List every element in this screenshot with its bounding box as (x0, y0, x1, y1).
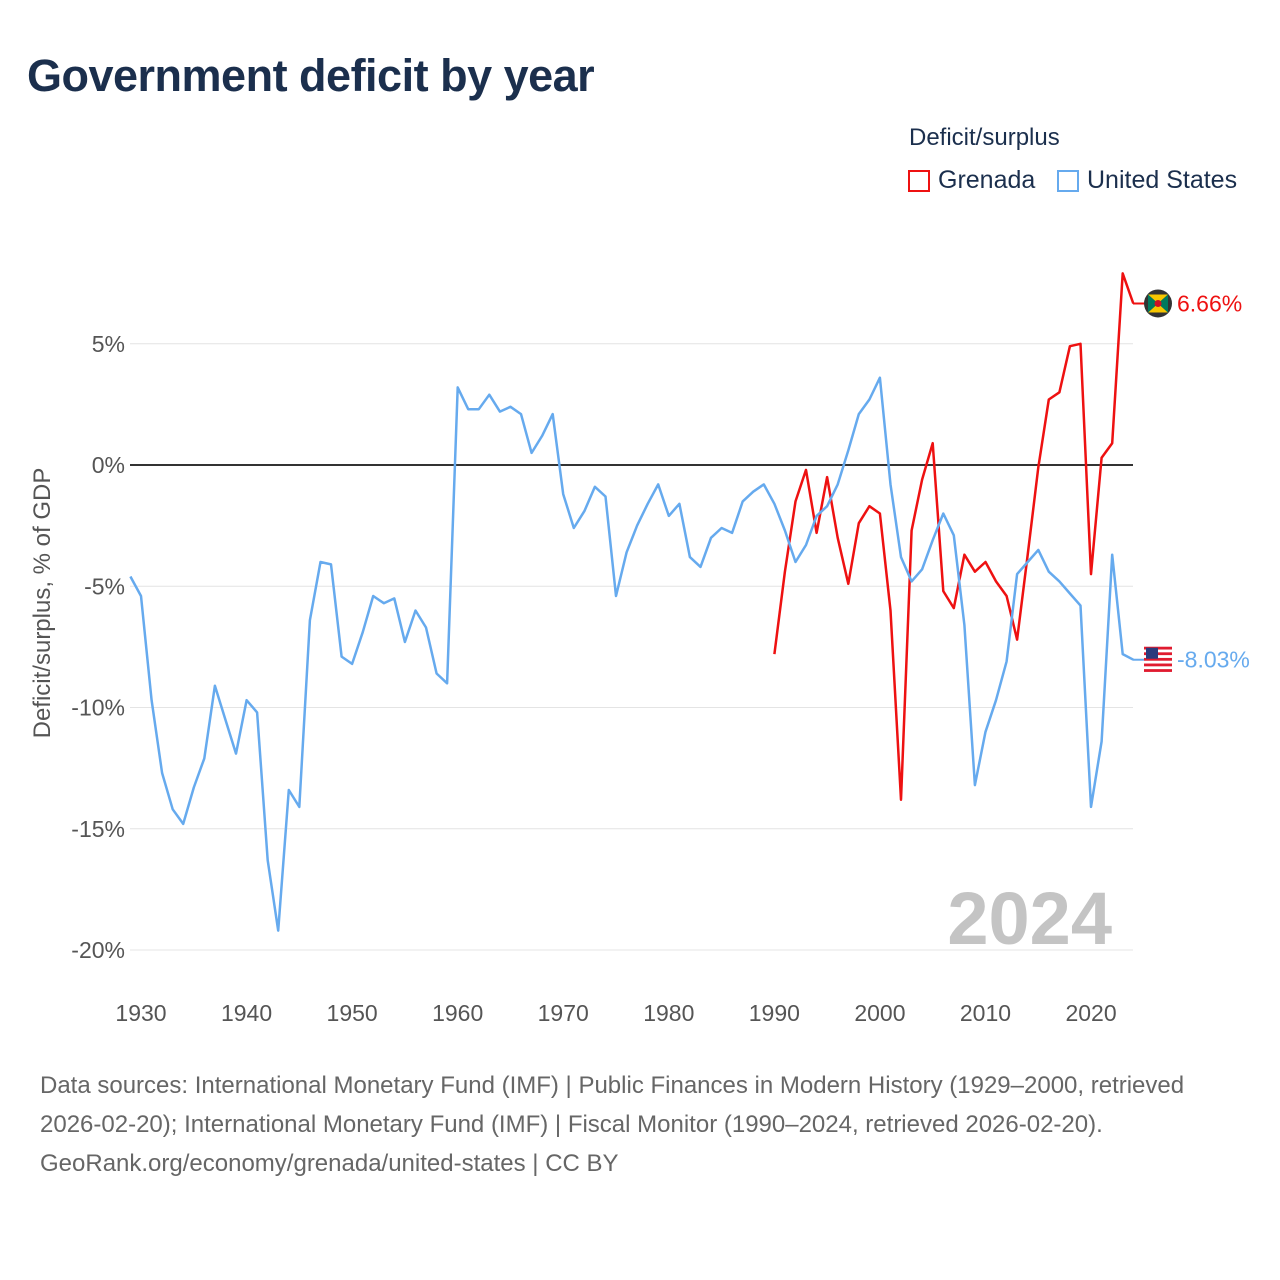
year-watermark: 2024 (947, 877, 1112, 960)
series-line-united-states (129, 376, 1134, 932)
y-axis-label: Deficit/surplus, % of GDP (29, 468, 56, 739)
flag-part (1148, 303, 1168, 313)
x-tick-label: 1970 (538, 1000, 589, 1026)
y-tick-label: -5% (84, 573, 125, 599)
series-line-grenada (773, 272, 1135, 801)
y-tick-label: 0% (92, 452, 125, 478)
legend-title: Deficit/surplus (909, 124, 1060, 151)
legend-item-united-states[interactable]: United States (1057, 166, 1237, 195)
legend-label: United States (1087, 166, 1238, 194)
y-tick-label: 5% (92, 331, 125, 357)
legend-swatch-grenada (908, 169, 930, 192)
flag-part (1158, 294, 1168, 313)
end-value-label-united-states: -8.03% (1177, 647, 1250, 673)
y-tick-label: -10% (71, 695, 125, 721)
x-tick-label: 2020 (1065, 1000, 1116, 1026)
x-tick-label: 1950 (327, 1000, 378, 1026)
x-tick-label: 2000 (854, 1000, 905, 1026)
footer: Data sources: International Monetary Fun… (40, 1066, 1240, 1183)
x-tick-label: 1930 (115, 1000, 166, 1026)
y-tick-label: -20% (71, 937, 125, 963)
legend-label: Grenada (938, 166, 1036, 194)
flag-part (1148, 294, 1168, 304)
flag-part (1154, 299, 1162, 307)
x-tick-label: 1960 (432, 1000, 483, 1026)
credit-link[interactable]: GeoRank.org/economy/grenada/united-state… (40, 1150, 619, 1177)
legend-item-grenada[interactable]: Grenada (908, 166, 1035, 195)
flag-canton (1146, 647, 1158, 659)
x-tick-label: 1980 (643, 1000, 694, 1026)
end-value-label-grenada: 6.66% (1177, 290, 1242, 316)
chart-title: Government deficit by year (27, 50, 595, 101)
flag-icon-grenada (1144, 289, 1172, 318)
data-sources: Data sources: International Monetary Fun… (40, 1072, 1185, 1138)
flag-stripe (1144, 669, 1172, 672)
x-tick-label: 1940 (221, 1000, 272, 1026)
legend-swatch-united-states (1057, 169, 1079, 192)
y-tick-label: -15% (71, 816, 125, 842)
flag-stripe (1144, 657, 1172, 661)
x-tick-label: 2010 (960, 1000, 1011, 1026)
x-tick-label: 1990 (749, 1000, 800, 1026)
flag-part (1148, 294, 1158, 313)
flag-icon-united-states (1144, 645, 1172, 674)
flag-stripe (1144, 663, 1172, 667)
